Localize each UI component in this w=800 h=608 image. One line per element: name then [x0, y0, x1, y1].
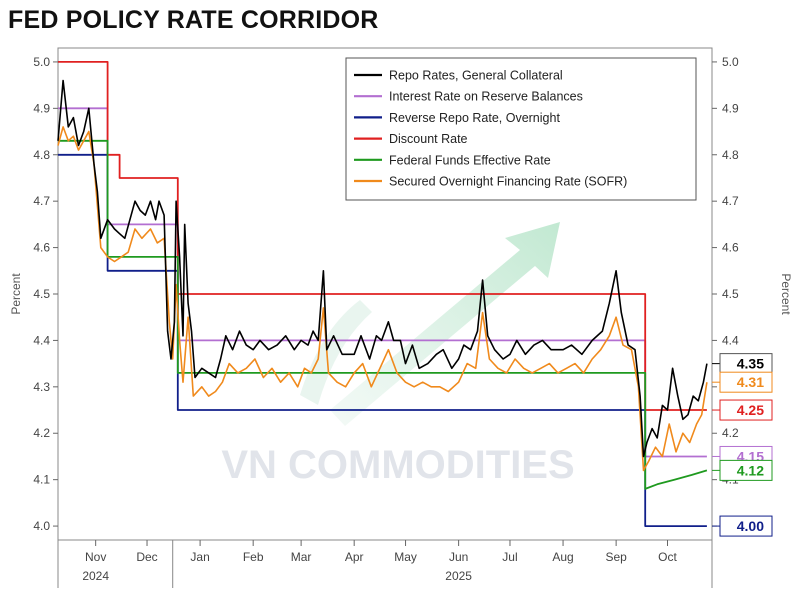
x-tick-label: Jun — [449, 550, 468, 564]
y-tick-label-left: 4.8 — [33, 148, 50, 162]
series-line-1 — [57, 79, 708, 458]
y-tick-label-left: 4.7 — [33, 194, 50, 208]
end-label-value: 4.00 — [737, 518, 764, 534]
y-tick-label-left: 4.9 — [33, 101, 50, 115]
x-tick-label: Feb — [243, 550, 264, 564]
y-tick-label-left: 4.5 — [33, 287, 50, 301]
x-tick-label: Dec — [136, 550, 157, 564]
x-tick-label: Apr — [345, 550, 364, 564]
y-tick-label-right: 5.0 — [722, 55, 739, 69]
y-tick-label-right: 4.2 — [722, 426, 739, 440]
y-tick-label-right: 4.6 — [722, 241, 739, 255]
end-label-value: 4.25 — [737, 402, 764, 418]
y-tick-label-left: 4.4 — [33, 333, 50, 347]
y-tick-label-right: 4.4 — [722, 333, 739, 347]
y-axis-label-right: Percent — [779, 273, 793, 315]
y-axis-label-left: Percent — [9, 273, 23, 315]
chart-title: FED POLICY RATE CORRIDOR — [8, 6, 379, 34]
end-label-box — [719, 459, 773, 481]
y-tick-label-left: 5.0 — [33, 55, 50, 69]
legend-item-label: Discount Rate — [389, 132, 468, 146]
end-label-box — [719, 515, 773, 537]
legend-item-label: Reverse Repo Rate, Overnight — [389, 111, 560, 125]
x-tick-label: Oct — [658, 550, 677, 564]
y-tick-label-right: 4.7 — [722, 194, 739, 208]
x-year-label: 2025 — [445, 569, 472, 583]
watermark-leaf-shape — [300, 300, 372, 405]
end-label-box — [719, 371, 773, 393]
end-label-value: 4.31 — [737, 374, 764, 390]
y-tick-label-left: 4.6 — [33, 241, 50, 255]
x-tick-label: Aug — [552, 550, 573, 564]
series-line-5 — [58, 139, 708, 490]
x-tick-label: May — [394, 550, 417, 564]
y-tick-label-right: 4.9 — [722, 101, 739, 115]
x-tick-label: Mar — [291, 550, 312, 564]
x-tick-label: Nov — [85, 550, 106, 564]
legend-item-label: Repo Rates, General Collateral — [389, 69, 563, 83]
end-label-value: 4.12 — [737, 462, 764, 478]
x-year-label: 2024 — [82, 569, 109, 583]
end-label-box — [719, 399, 773, 421]
legend-item-label: Federal Funds Effective Rate — [389, 153, 551, 167]
series-line-4 — [58, 61, 707, 411]
watermark-text: VN COMMODITIES — [221, 443, 574, 487]
legend-item-label: Interest Rate on Reserve Balances — [389, 90, 583, 104]
y-tick-label-left: 4.1 — [33, 473, 50, 487]
watermark-arrow — [330, 222, 560, 426]
y-tick-label-left: 4.3 — [33, 380, 50, 394]
end-label-value: 4.35 — [737, 356, 764, 372]
legend-box — [345, 57, 697, 201]
y-tick-label-right: 4.5 — [722, 287, 739, 301]
x-tick-label: Sep — [605, 550, 627, 564]
y-tick-label-left: 4.2 — [33, 426, 50, 440]
x-tick-label: Jul — [502, 550, 517, 564]
legend-item-label: Secured Overnight Financing Rate (SOFR) — [389, 175, 627, 189]
x-tick-label: Jan — [190, 550, 209, 564]
y-tick-label-left: 4.0 — [33, 519, 50, 533]
y-tick-label-right: 4.8 — [722, 148, 739, 162]
series-line-6 — [57, 126, 708, 472]
